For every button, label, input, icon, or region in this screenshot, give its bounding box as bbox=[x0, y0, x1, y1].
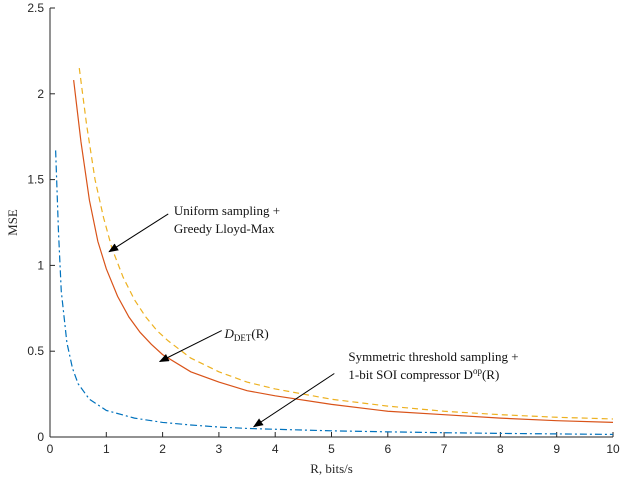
annotation-uniform-line1: Uniform sampling + bbox=[174, 203, 280, 218]
annotation-arrows bbox=[108, 213, 335, 428]
y-tick-label: 0 bbox=[37, 430, 44, 444]
x-tick-label: 7 bbox=[441, 442, 448, 456]
annotation-symmetric: Symmetric threshold sampling + 1-bit SOI… bbox=[348, 349, 518, 382]
annotation-ddet-label: DDET(R) bbox=[224, 326, 269, 343]
annotation-uniform-line2: Greedy Lloyd-Max bbox=[174, 221, 275, 236]
annotation-symmetric-line2: 1-bit SOI compressor Dop(R) bbox=[348, 366, 499, 382]
annotation-arrow-ddet bbox=[158, 330, 222, 362]
annotation-symmetric-line1: Symmetric threshold sampling + bbox=[348, 349, 518, 364]
series-line-dashdot bbox=[55, 150, 614, 436]
x-tick-label: 8 bbox=[497, 442, 504, 456]
ddet-subscript: DET bbox=[234, 333, 252, 343]
sym-line2-argument: (R) bbox=[482, 367, 499, 382]
annotation-arrow-symmetric bbox=[252, 373, 335, 428]
x-tick-label: 0 bbox=[47, 442, 54, 456]
y-axis-ticks: 0 0.5 1 1.5 2 2.5 bbox=[27, 1, 55, 444]
x-tick-label: 6 bbox=[384, 442, 391, 456]
sym-line2-superscript: op bbox=[473, 366, 483, 376]
x-tick-label: 1 bbox=[103, 442, 110, 456]
x-tick-label: 3 bbox=[216, 442, 223, 456]
x-axis-ticks: 0 1 2 3 4 5 6 7 8 9 10 bbox=[47, 432, 620, 456]
y-axis-label: MSE bbox=[5, 209, 20, 236]
ddet-argument: (R) bbox=[251, 326, 268, 341]
x-tick-label: 5 bbox=[328, 442, 335, 456]
x-tick-label: 4 bbox=[272, 442, 279, 456]
x-tick-label: 10 bbox=[606, 442, 620, 456]
y-tick-label: 2.5 bbox=[27, 1, 44, 15]
series-line-dashed bbox=[78, 67, 614, 420]
y-tick-label: 1 bbox=[37, 258, 44, 272]
y-tick-label: 1.5 bbox=[27, 173, 44, 187]
x-tick-label: 2 bbox=[159, 442, 166, 456]
annotation-uniform: Uniform sampling + Greedy Lloyd-Max bbox=[174, 203, 280, 236]
series-line-solid bbox=[73, 79, 614, 424]
annotation-arrow-uniform bbox=[108, 213, 169, 253]
x-axis-label: R, bits/s bbox=[310, 461, 353, 476]
annotation-ddet: DDET(R) bbox=[224, 326, 269, 343]
x-tick-label: 9 bbox=[553, 442, 560, 456]
sym-line2-text: 1-bit SOI compressor D bbox=[348, 367, 473, 382]
chart-series bbox=[55, 67, 614, 436]
plot-axes bbox=[49, 8, 613, 438]
y-tick-label: 0.5 bbox=[27, 344, 44, 358]
y-tick-label: 2 bbox=[37, 87, 44, 101]
ddet-symbol: D bbox=[224, 326, 235, 341]
